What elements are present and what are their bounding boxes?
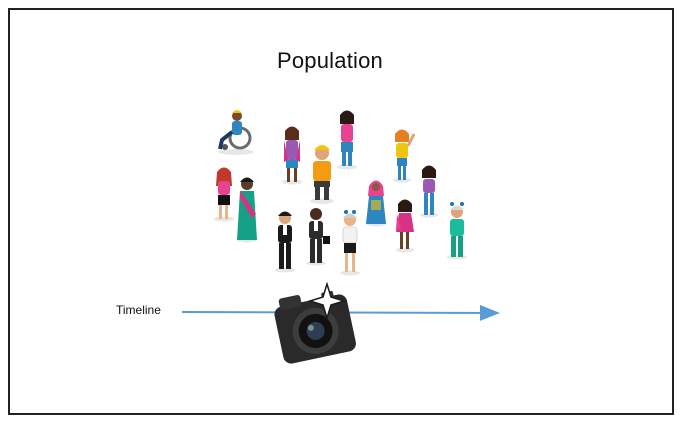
person-in-wheelchair — [218, 110, 254, 155]
woman-magenta-top — [420, 165, 438, 218]
woman-yellow-waving — [393, 129, 416, 183]
woman-hijab-teal-dress — [366, 180, 386, 227]
man-orange-shirt — [310, 145, 334, 204]
older-woman-white-top — [340, 210, 360, 276]
woman-pink-dress — [396, 199, 414, 253]
older-man-green-scrubs — [447, 202, 467, 260]
man-with-briefcase — [306, 208, 330, 266]
diagram-title: Population — [277, 48, 383, 73]
timeline-label: Timeline — [116, 303, 161, 317]
woman-teal-sari — [237, 177, 257, 243]
woman-pink-top — [337, 110, 357, 170]
flash-sparkle-icon — [307, 281, 347, 321]
man-black-suit — [275, 211, 295, 273]
camera-icon — [274, 290, 356, 364]
woman-red-hair — [214, 167, 234, 222]
woman-pink-scarf — [282, 126, 302, 185]
